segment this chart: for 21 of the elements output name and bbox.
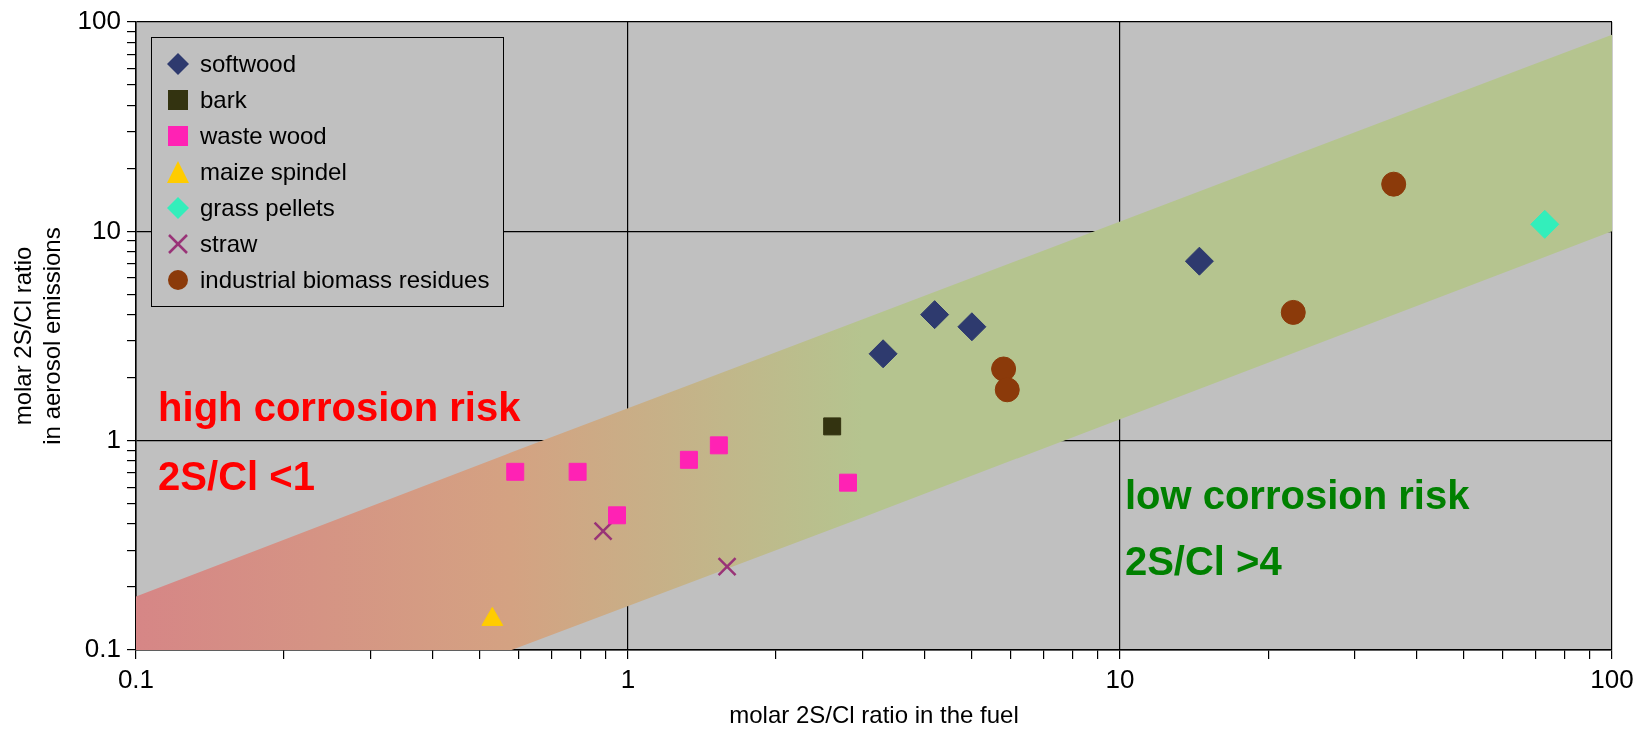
y-tick-label: 0.1 (84, 633, 121, 664)
legend-label: straw (199, 229, 258, 259)
x-tick-label: 0.1 (117, 663, 155, 694)
x-tick-label: 1 (620, 663, 636, 694)
legend-label: bark (199, 85, 247, 115)
legend-label: maize spindel (199, 157, 347, 187)
y-tick-label: 1 (106, 423, 121, 454)
annotation: low corrosion risk (1124, 472, 1471, 517)
x-tick-label: 10 (1105, 663, 1135, 694)
x-tick-label: 100 (1590, 663, 1634, 694)
annotation: high corrosion risk (158, 384, 522, 429)
legend-label: industrial biomass residues (199, 265, 490, 295)
annotation: 2S/Cl >4 (1124, 538, 1283, 583)
legend-label: waste wood (199, 121, 327, 151)
y-axis-title: molar 2S/Cl ratio in aerosol emissions (9, 227, 65, 445)
annotation: 2S/Cl <1 (158, 453, 315, 498)
legend-label: grass pellets (199, 193, 335, 223)
y-tick-label: 100 (77, 5, 121, 36)
legend-label: softwood (199, 49, 297, 79)
y-tick-label: 10 (92, 214, 121, 245)
x-axis-title: molar 2S/Cl ratio in the fuel (729, 701, 1019, 729)
